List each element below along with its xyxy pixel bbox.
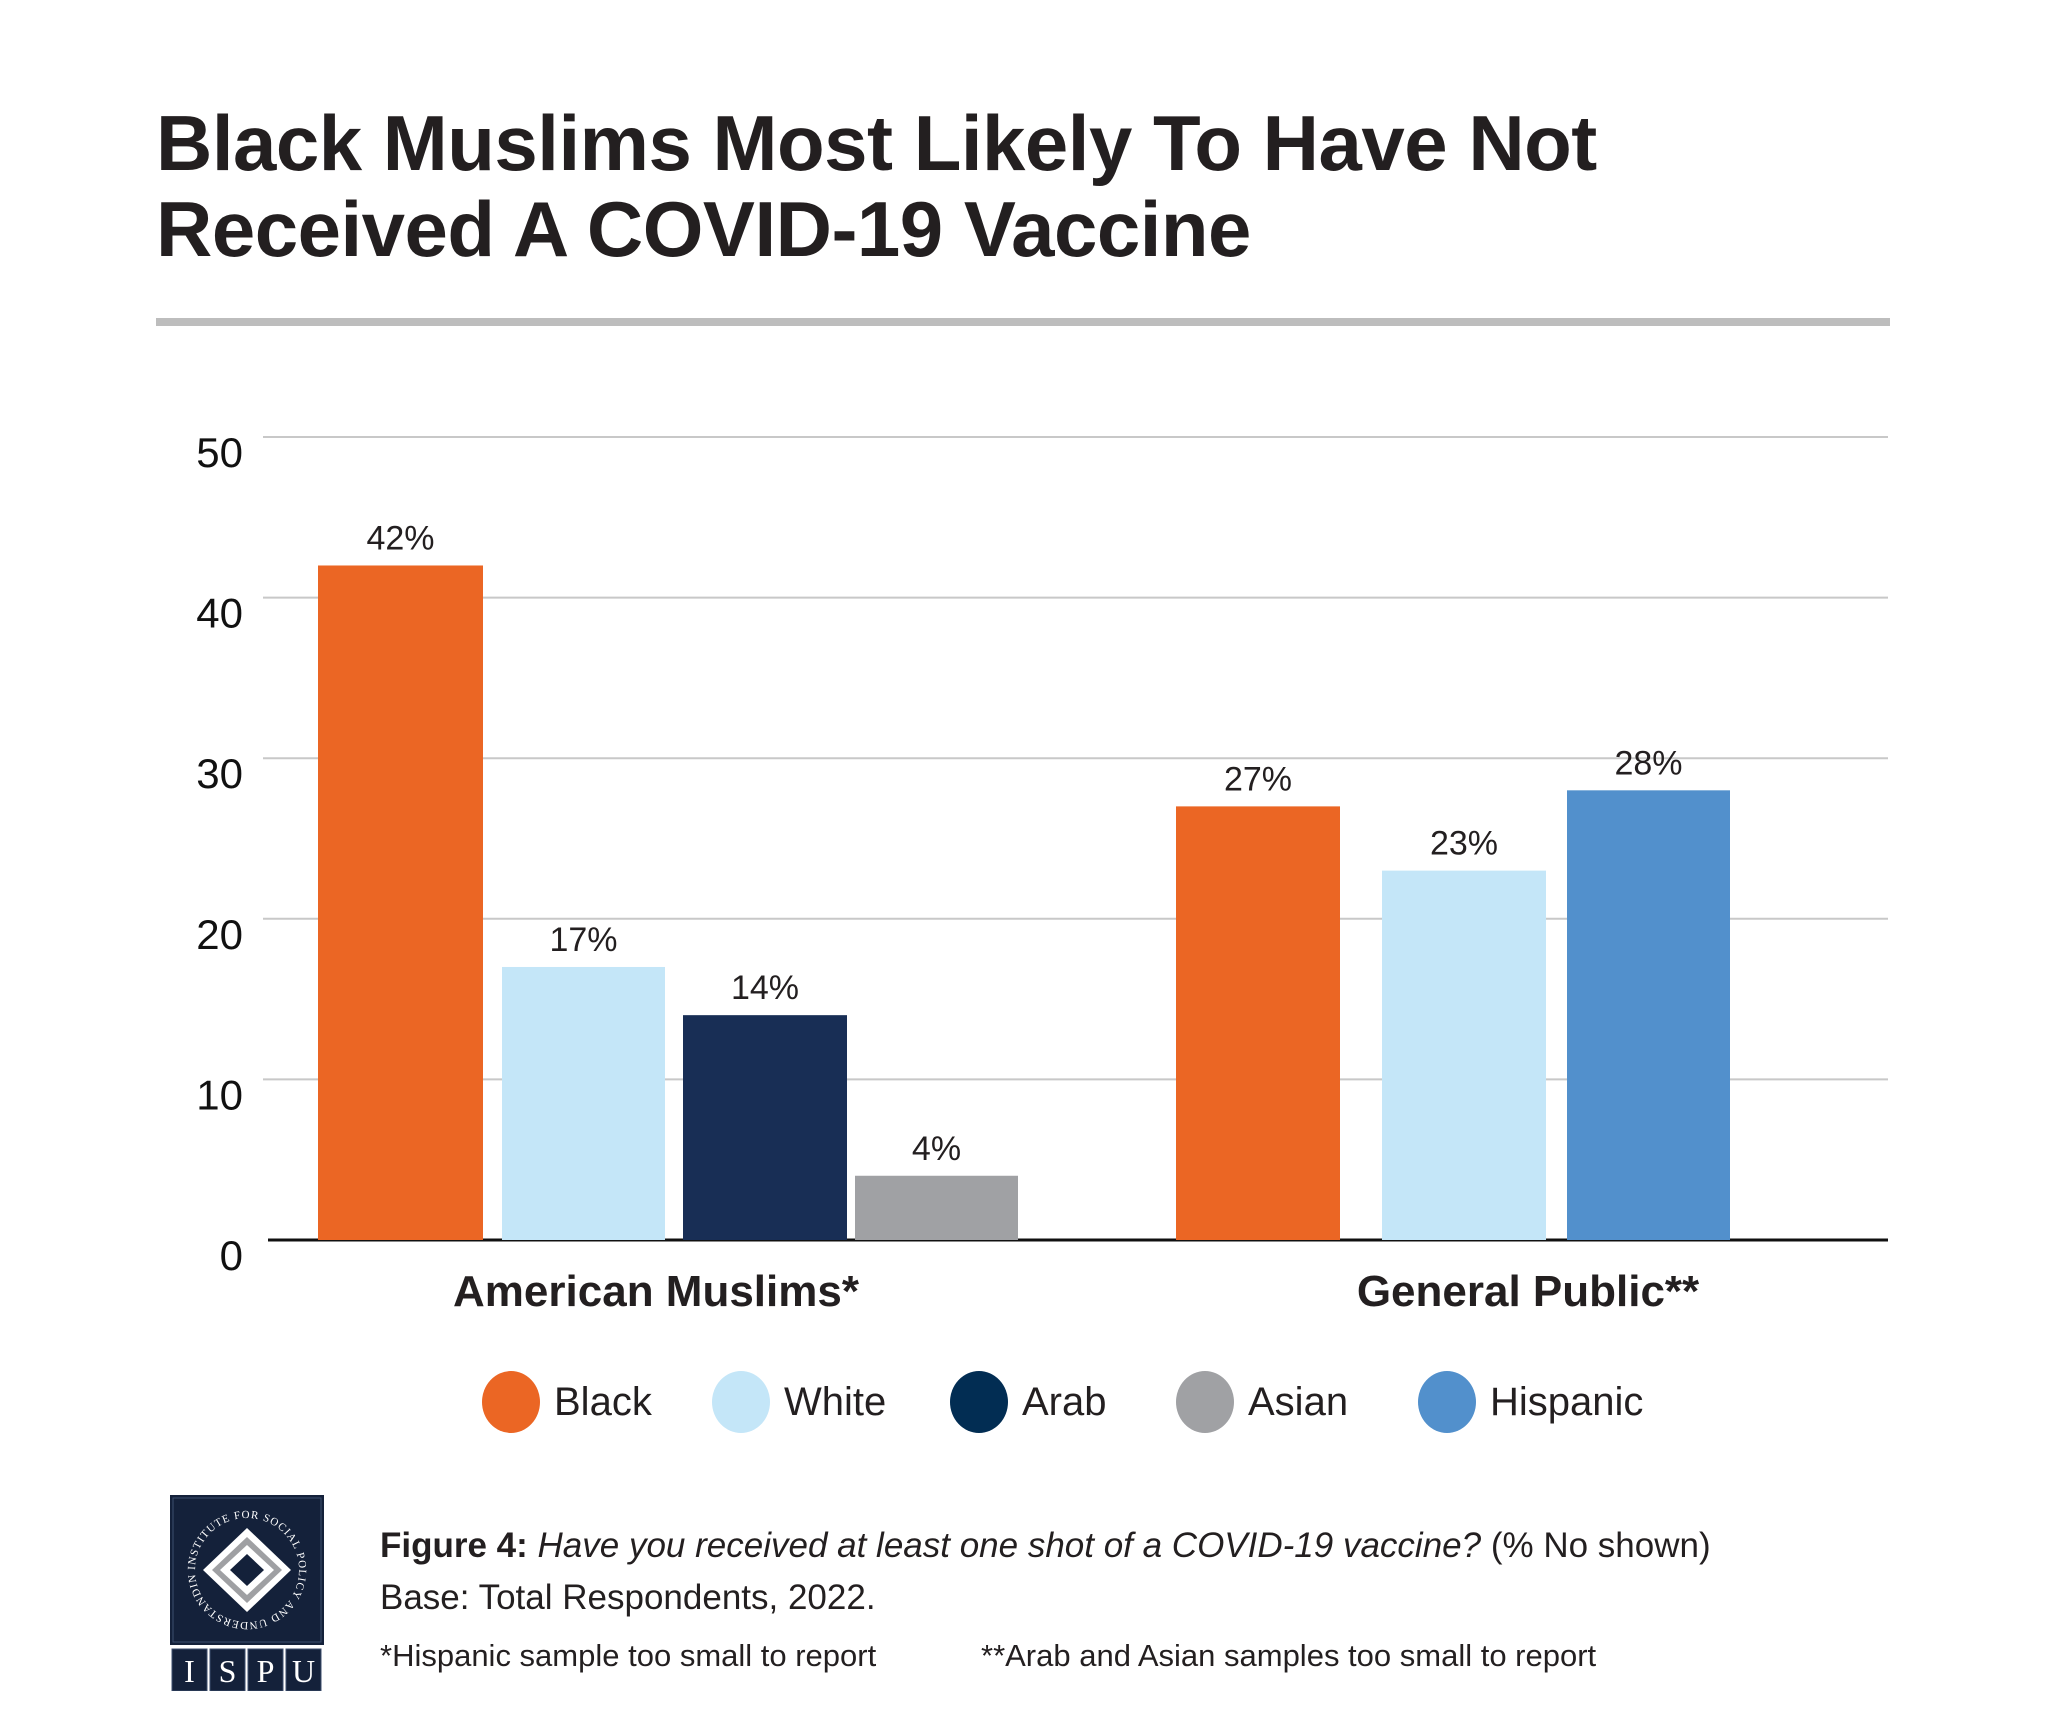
chart-legend: Black White Arab Asian Hispanic (0, 1370, 2048, 1440)
data-label-general-public-hispanic: 28% (1614, 744, 1682, 782)
legend-swatch-white (712, 1371, 770, 1433)
logo-letter: P (257, 1653, 275, 1689)
data-label-general-public-black: 27% (1224, 760, 1292, 798)
bar-american-muslims-asian (855, 1175, 1018, 1240)
logo-letter-box (285, 1648, 322, 1692)
legend-label-white: White (784, 1379, 887, 1424)
bar-general-public-white (1382, 870, 1546, 1240)
legend-label-black: Black (554, 1379, 652, 1424)
y-tick-label-0: 0 (220, 1232, 243, 1279)
survey-question: Have you received at least one shot of a… (537, 1526, 1482, 1565)
caption-line-1: Figure 4: Have you received at least one… (380, 1520, 1711, 1572)
caption-note: (% No shown) (1490, 1526, 1711, 1565)
logo-letter: I (184, 1653, 195, 1689)
figure-caption: Figure 4: Have you received at least one… (380, 1520, 1711, 1624)
chart-title: Black Muslims Most Likely To Have Not Re… (156, 99, 1597, 273)
legend-item-arab: Arab (950, 1370, 1107, 1434)
legend-item-white: White (712, 1370, 886, 1434)
bar-general-public-hispanic (1567, 790, 1730, 1240)
data-label-american-muslims-asian: 4% (912, 1130, 961, 1168)
logo-letter: S (219, 1653, 237, 1689)
y-tick-label-50: 50 (196, 429, 243, 476)
x-category-label-american-muslims: American Muslims* (453, 1267, 860, 1316)
ispu-logo: INSTITUTE FOR SOCIAL POLICY AND UNDERSTA… (166, 1486, 324, 1692)
data-label-american-muslims-white: 17% (549, 921, 617, 959)
data-label-american-muslims-arab: 14% (731, 969, 799, 1007)
legend-swatch-hispanic (1418, 1371, 1476, 1433)
y-tick-label-10: 10 (196, 1071, 243, 1118)
title-divider (156, 318, 1890, 326)
legend-swatch-arab (950, 1371, 1008, 1433)
y-tick-label-40: 40 (196, 590, 243, 637)
legend-label-asian: Asian (1248, 1379, 1349, 1424)
legend-item-black: Black (482, 1370, 652, 1434)
legend-swatch-asian (1176, 1371, 1234, 1433)
bar-general-public-black (1176, 806, 1340, 1240)
logo-letter-box (247, 1648, 284, 1692)
legend-swatch-black (482, 1371, 540, 1433)
y-tick-label-20: 20 (196, 911, 243, 958)
data-label-general-public-white: 23% (1430, 825, 1498, 863)
caption-base: Base: Total Respondents, 2022. (380, 1578, 876, 1617)
bar-american-muslims-arab (683, 1015, 847, 1240)
bar-american-muslims-white (502, 966, 665, 1240)
y-tick-label-30: 30 (196, 750, 243, 797)
figure-label: Figure 4: (380, 1526, 528, 1565)
logo-letter: U (292, 1653, 315, 1689)
legend-item-asian: Asian (1176, 1370, 1348, 1434)
x-category-label-general-public: General Public** (1357, 1267, 1700, 1316)
bar-american-muslims-black (318, 565, 483, 1240)
legend-item-hispanic: Hispanic (1418, 1370, 1643, 1434)
legend-label-hispanic: Hispanic (1490, 1379, 1644, 1424)
footnote-hispanic: *Hispanic sample too small to report (380, 1638, 877, 1673)
footnote-arab-asian: **Arab and Asian samples too small to re… (981, 1638, 1597, 1673)
legend-label-arab: Arab (1022, 1379, 1107, 1424)
data-label-american-muslims-black: 42% (366, 519, 434, 557)
